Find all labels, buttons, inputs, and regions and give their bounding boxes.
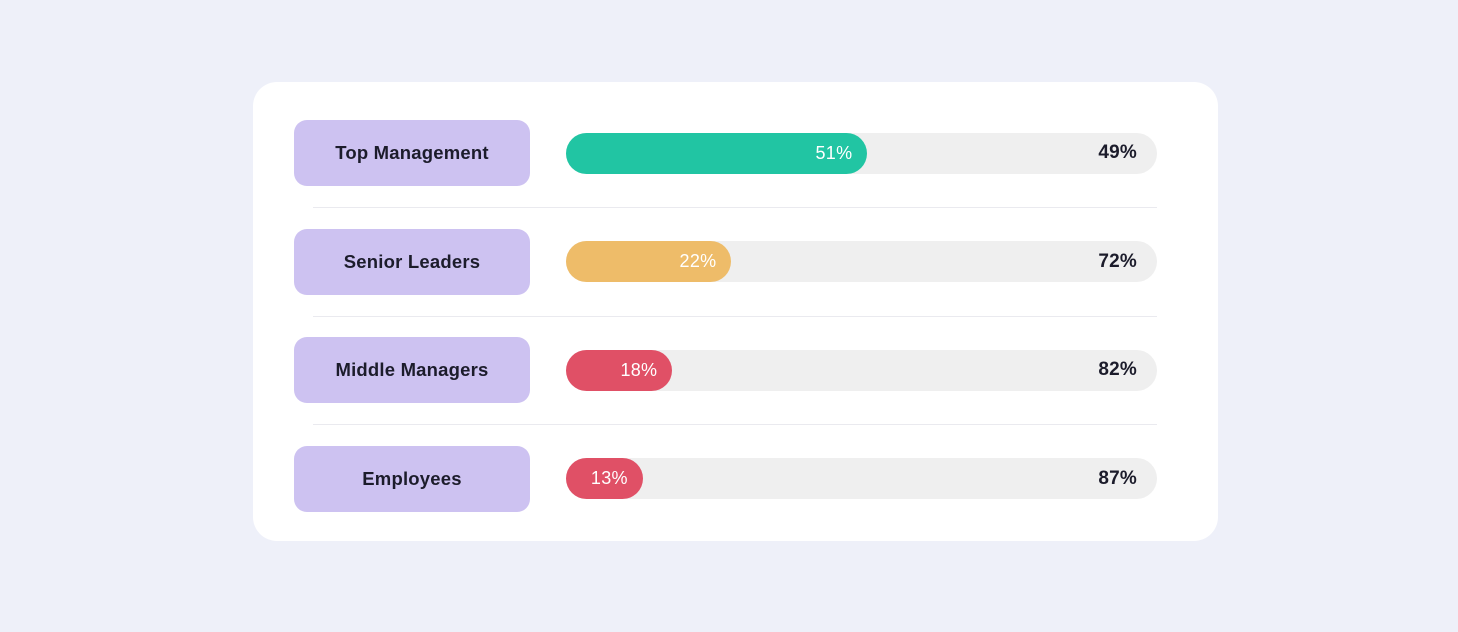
chart-rows: Top Management 51% 49% Senior Leaders 22… [253, 82, 1218, 512]
fill-percent-label: 22% [679, 251, 717, 271]
category-label: Middle Managers [335, 359, 489, 380]
progress-track: 51% 49% [566, 132, 1157, 174]
remaining-percent-label: 49% [1098, 142, 1137, 163]
category-label-pill: Middle Managers [294, 337, 530, 403]
progress-track: 22% 72% [566, 241, 1157, 282]
remaining-percent-label: 82% [1098, 359, 1137, 380]
progress-fill: 18% [566, 349, 673, 391]
category-label: Top Management [335, 142, 489, 163]
chart-row: Employees 13% 87% [294, 445, 1157, 512]
chart-row: Top Management 51% 49% [294, 120, 1157, 186]
category-label: Employees [362, 467, 462, 489]
progress-fill: 13% [566, 458, 643, 499]
row-divider [313, 424, 1157, 425]
progress-fill: 51% [566, 132, 868, 174]
chart-card: Top Management 51% 49% Senior Leaders 22… [253, 82, 1218, 541]
progress-track: 13% 87% [566, 458, 1157, 499]
category-label: Senior Leaders [343, 250, 481, 272]
row-divider [313, 315, 1157, 317]
remaining-percent-label: 87% [1098, 467, 1137, 489]
category-label-pill: Senior Leaders [294, 228, 530, 295]
progress-fill: 22% [566, 241, 732, 282]
category-label-pill: Top Management [294, 120, 530, 186]
category-label-pill: Employees [294, 445, 530, 512]
fill-percent-label: 18% [620, 359, 658, 380]
row-divider [313, 207, 1157, 208]
fill-percent-label: 13% [590, 468, 628, 488]
chart-row: Senior Leaders 22% 72% [294, 228, 1157, 295]
progress-track: 18% 82% [566, 349, 1157, 391]
fill-percent-label: 51% [815, 142, 853, 163]
remaining-percent-label: 72% [1098, 250, 1137, 272]
chart-row: Middle Managers 18% 82% [294, 337, 1157, 403]
